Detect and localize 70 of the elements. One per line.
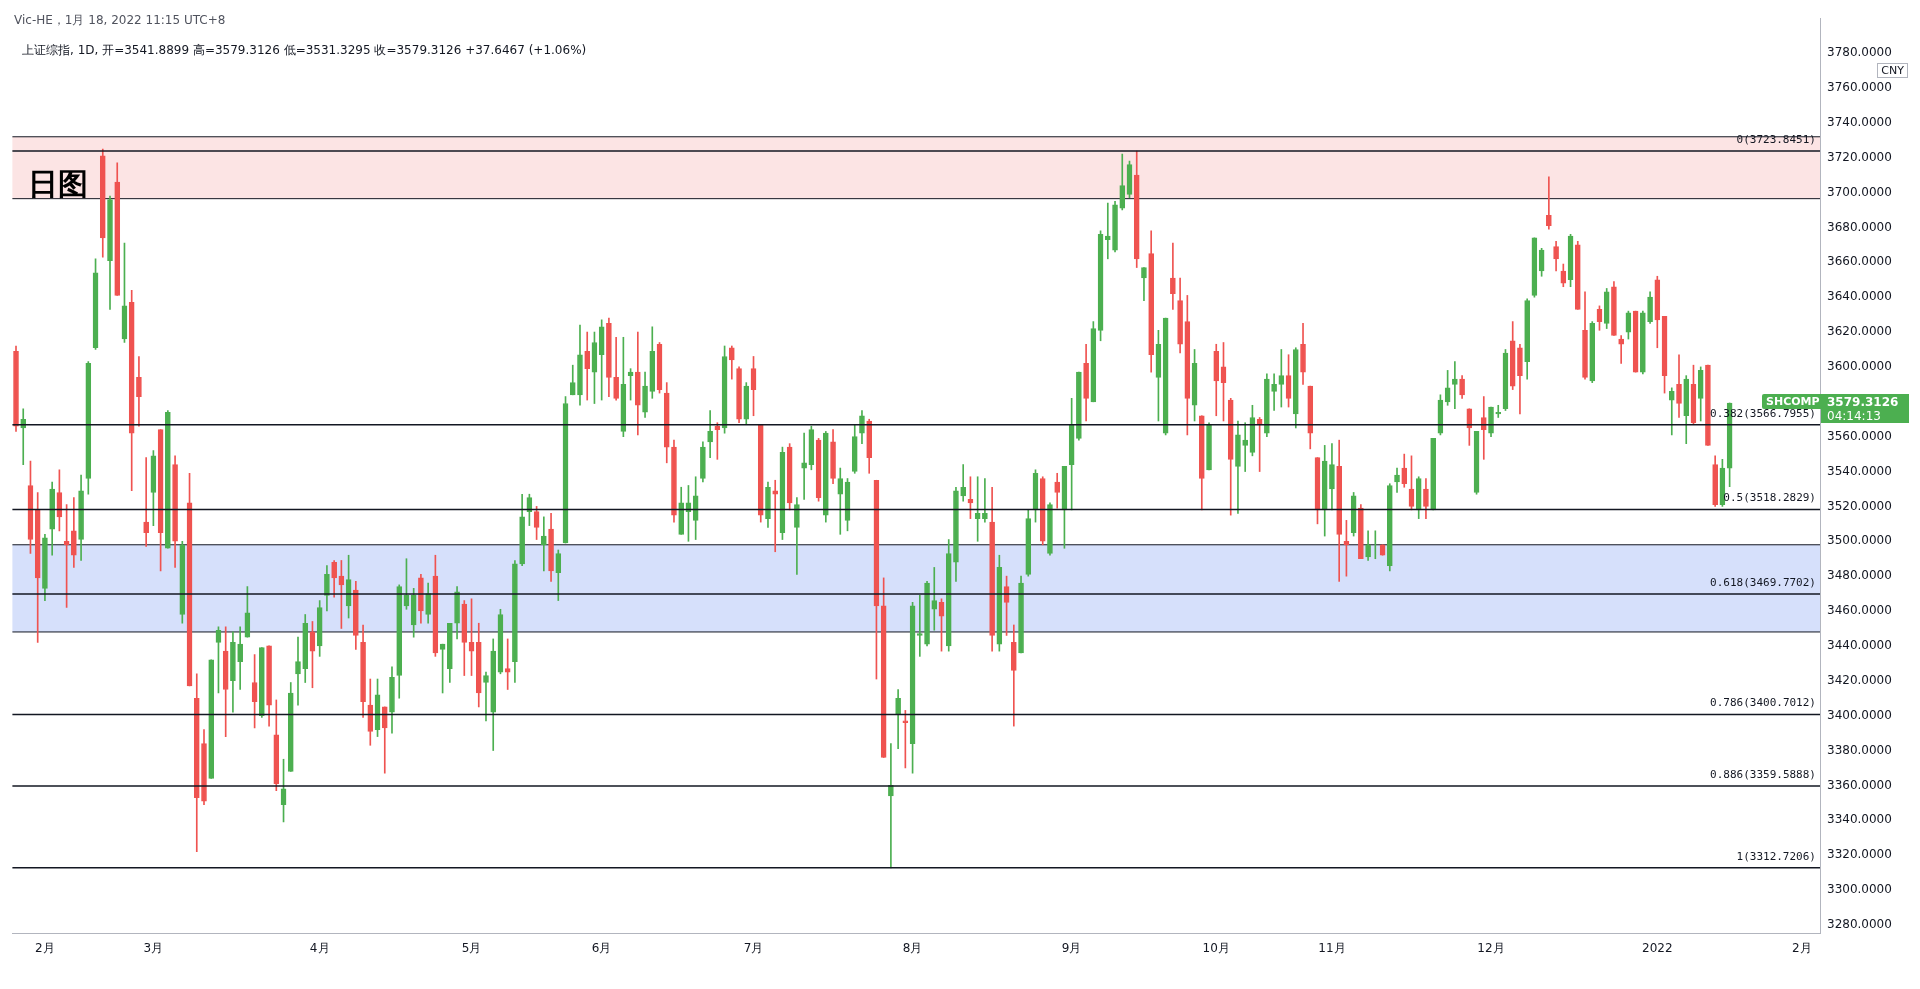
y-tick-label: 3600.0000: [1827, 359, 1892, 374]
candlestick: [1271, 373, 1277, 411]
y-tick-label: 3340.0000: [1827, 812, 1892, 827]
candlestick: [483, 671, 489, 722]
text: 04:14:13: [1827, 408, 1882, 423]
y-tick-label: 3420.0000: [1827, 672, 1892, 687]
x-tick-label: 6月: [591, 940, 612, 955]
annotation: SHCOMP: [1762, 393, 1824, 409]
candlestick: [960, 464, 967, 502]
candlestick: [1170, 242, 1176, 310]
text: 日图: [28, 164, 88, 203]
x-tick-label: 2022: [1642, 940, 1673, 955]
x-tick-label: 7月: [743, 940, 764, 955]
x-tick-label: 3月: [143, 940, 164, 955]
candlestick: [1104, 202, 1111, 260]
y-tick-label: 3700.0000: [1827, 184, 1892, 199]
y-tick-label: 3520.0000: [1827, 498, 1892, 513]
y-tick-label: 3760.0000: [1827, 80, 1892, 95]
x-tick-label: 12月: [1477, 940, 1505, 955]
ref-line-label: 0.886(3359.5888): [1710, 768, 1816, 782]
y-tick-label: 3320.0000: [1827, 847, 1892, 862]
x-tick-label: 11月: [1318, 940, 1346, 955]
annotation: 上证综指, 1D, 开=3541.8899 高=3579.3126 低=3531.3295 收=3579.3126 +37.6467 (+1.06%): [22, 42, 587, 59]
candlestick: [143, 457, 149, 547]
y-tick-label: 3780.0000: [1827, 45, 1892, 60]
ref-line-label: 0.786(3400.7012): [1710, 696, 1816, 710]
y-tick-label: 3380.0000: [1827, 742, 1892, 757]
y-tick-label: 3460.0000: [1827, 603, 1892, 618]
y-tick-label: 3620.0000: [1827, 324, 1892, 339]
y-tick-label: 3740.0000: [1827, 114, 1892, 129]
text: CNY: [1877, 63, 1908, 79]
candlestick: [772, 479, 779, 553]
candlestick: [801, 432, 807, 500]
candlestick: [888, 743, 894, 869]
y-tick-label: 3660.0000: [1827, 254, 1892, 269]
y-tick-label: 3480.0000: [1827, 568, 1892, 583]
y-tick-label: 3680.0000: [1827, 219, 1892, 234]
y-tick-label: 3560.0000: [1827, 428, 1892, 443]
candlestick: [1618, 335, 1624, 364]
y-tick-label: 3720.0000: [1827, 149, 1892, 164]
ref-line-label: 0.618(3469.7702): [1710, 575, 1816, 589]
candlestick: [1668, 387, 1675, 436]
y-tick-label: 3360.0000: [1827, 777, 1892, 792]
candlestick: [1546, 176, 1552, 230]
candlestick: [931, 567, 938, 631]
x-tick-label: 2月: [35, 940, 55, 955]
candlestick: [916, 595, 923, 657]
y-tick-label: 3300.0000: [1827, 882, 1892, 897]
candlestick: [295, 636, 301, 706]
x-tick-label: 2月: [1792, 940, 1812, 955]
y-tick-label: 3640.0000: [1827, 289, 1892, 304]
x-tick-label: 9月: [1061, 940, 1082, 955]
ref-line-label: 0(3723.8451): [1736, 132, 1816, 146]
annotation: Vic-HE，1月 18, 2022 11:15 UTC+8: [14, 12, 226, 29]
candlestick: [541, 516, 547, 572]
ref-line-label: 1(3312.7206): [1736, 849, 1816, 863]
text: 3579.3126: [1827, 394, 1900, 409]
y-tick-label: 3500.0000: [1827, 533, 1892, 548]
y-tick-label: 3540.0000: [1827, 463, 1892, 478]
y-tick-label: 3280.0000: [1827, 917, 1892, 932]
x-tick-label: 5月: [461, 940, 482, 955]
candlestick: [1452, 361, 1458, 410]
x-tick-label: 4月: [309, 940, 330, 955]
x-tick-label: 10月: [1202, 940, 1230, 955]
candlestick: [982, 478, 988, 523]
candlestick: [1242, 422, 1249, 472]
y-tick-label: 3440.0000: [1827, 638, 1892, 653]
y-tick-label: 3400.0000: [1827, 707, 1892, 722]
x-tick-label: 8月: [902, 940, 923, 955]
candlestick: [504, 638, 511, 690]
